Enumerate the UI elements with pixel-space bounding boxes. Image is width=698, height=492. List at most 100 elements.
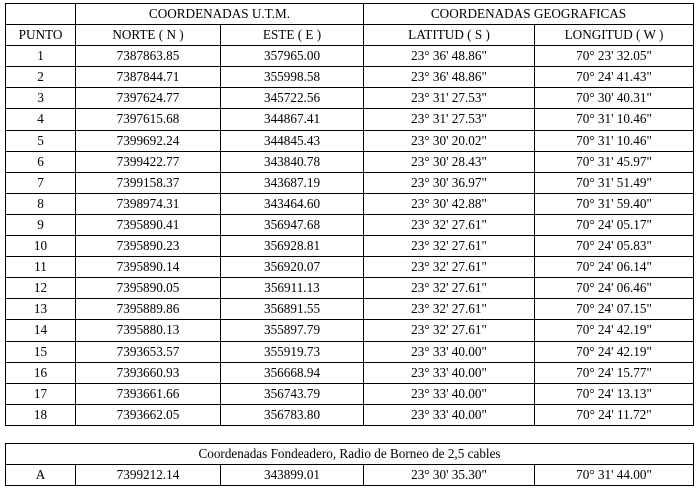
cell-punto: 11 [5,256,76,279]
cell-longitud: 70° 24' 05.83" [534,235,695,258]
cell-este: 356891.55 [219,298,365,321]
cell-latitud: 23° 32' 27.61" [363,256,536,279]
cell-norte: 7387863.85 [75,45,221,68]
cell-norte: 7397615.68 [75,108,221,131]
table-group-header-row: COORDENADAS U.T.M. COORDENADAS GEOGRAFIC… [5,2,695,26]
cell-longitud: 70° 24' 07.15" [534,298,695,321]
cell-norte: 7395880.13 [75,319,221,342]
cell-este: 355897.79 [219,319,365,342]
coordinates-table: COORDENADAS U.T.M. COORDENADAS GEOGRAFIC… [5,2,695,426]
cell-norte: 7395890.05 [75,277,221,300]
cell-este: 355919.73 [219,340,365,363]
cell-latitud: 23° 33' 40.00" [363,361,536,384]
cell-norte: 7393660.93 [75,361,221,384]
cell-punto: 1 [5,45,76,68]
cell-punto: 7 [5,171,76,194]
column-header-punto: PUNTO [5,24,76,47]
cell-latitud: 23° 32' 27.61" [363,235,536,258]
cell-norte: 7399212.14 [75,463,221,487]
fondeadero-note-row: Coordenadas Fondeadero, Radio de Borneo … [4,442,695,465]
table-separator [5,426,693,443]
cell-punto: 12 [5,277,76,300]
cell-punto: 18 [5,403,76,426]
cell-punto: 4 [5,108,76,131]
table-row: 9 7395890.41 356947.68 23° 32' 27.61" 70… [5,213,695,237]
cell-latitud: 23° 36' 48.86" [363,45,536,68]
cell-punto: A [5,463,76,487]
cell-este: 343687.19 [219,171,365,194]
cell-latitud: 23° 32' 27.61" [363,319,536,342]
cell-latitud: 23° 32' 27.61" [363,298,536,321]
cell-longitud: 70° 24' 13.13" [534,382,695,405]
cell-norte: 7395890.23 [75,235,221,258]
cell-este: 344867.41 [219,108,365,131]
cell-longitud: 70° 24' 06.46" [534,277,695,300]
cell-este: 343840.78 [219,150,365,173]
cell-este: 356947.68 [219,213,365,237]
cell-norte: 7395890.14 [75,256,221,279]
cell-este: 343464.60 [219,192,365,215]
group-header-geografica: COORDENADAS GEOGRAFICAS [363,2,695,26]
cell-punto: 13 [5,298,76,321]
cell-norte: 7395889.86 [75,298,221,321]
cell-longitud: 70° 31' 51.49" [534,171,695,194]
cell-longitud: 70° 24' 41.43" [534,66,695,89]
cell-longitud: 70° 24' 42.19" [534,340,695,363]
cell-norte: 7398974.31 [75,192,221,215]
cell-longitud: 70° 31' 10.46" [534,108,695,131]
column-header-norte: NORTE ( N ) [75,24,221,47]
cell-norte: 7395890.41 [75,213,221,237]
table-row: 1 7387863.85 357965.00 23° 36' 48.86" 70… [5,45,695,68]
table-row: 7 7399158.37 343687.19 23° 30' 36.97" 70… [5,171,695,194]
cell-longitud: 70° 24' 06.14" [534,256,695,279]
cell-longitud: 70° 31' 44.00" [533,463,695,487]
cell-punto: 9 [5,213,76,237]
table-row: 14 7395880.13 355897.79 23° 32' 27.61" 7… [5,319,695,342]
cell-latitud: 23° 31' 27.53" [363,108,536,131]
cell-este: 356920.07 [219,256,365,279]
cell-norte: 7393662.05 [75,403,221,426]
cell-longitud: 70° 31' 45.97" [534,150,695,173]
cell-punto: 2 [5,66,76,89]
cell-longitud: 70° 30' 40.31" [534,87,695,110]
cell-latitud: 23° 32' 27.61" [363,277,536,300]
column-header-longitud: LONGITUD ( W ) [534,24,695,47]
cell-norte: 7399692.24 [75,129,221,152]
cell-norte: 7393661.66 [75,382,221,405]
cell-norte: 7397624.77 [75,87,221,110]
cell-punto: 15 [5,340,76,363]
table-row: 2 7387844.71 355998.58 23° 36' 48.86" 70… [5,66,695,89]
table-row: 4 7397615.68 344867.41 23° 31' 27.53" 70… [5,108,695,131]
cell-este: 345722.56 [219,87,365,110]
cell-longitud: 70° 24' 05.17" [534,213,695,237]
table-row: 13 7395889.86 356891.55 23° 32' 27.61" 7… [5,298,695,321]
cell-latitud: 23° 36' 48.86" [363,66,536,89]
cell-este: 344845.43 [219,129,365,152]
table-row: 15 7393653.57 355919.73 23° 33' 40.00" 7… [5,340,695,363]
cell-latitud: 23° 31' 27.53" [363,87,536,110]
cell-latitud: 23° 32' 27.61" [363,213,536,237]
table-row: 10 7395890.23 356928.81 23° 32' 27.61" 7… [5,235,695,258]
cell-norte: 7387844.71 [75,66,221,89]
cell-latitud: 23° 30' 28.43" [363,150,536,173]
cell-latitud: 23° 30' 20.02" [363,129,536,152]
cell-este: 343899.01 [220,463,364,487]
cell-norte: 7399422.77 [75,150,221,173]
cell-punto: 16 [5,361,76,384]
table-row: 11 7395890.14 356920.07 23° 32' 27.61" 7… [5,256,695,279]
cell-longitud: 70° 24' 11.72" [534,403,695,426]
fondeadero-table: Coordenadas Fondeadero, Radio de Borneo … [4,442,695,487]
cell-latitud: 23° 33' 40.00" [363,403,536,426]
cell-longitud: 70° 31' 59.40" [534,192,695,215]
table-row: 6 7399422.77 343840.78 23° 30' 28.43" 70… [5,150,695,173]
cell-longitud: 70° 23' 32.05" [534,45,695,68]
table-column-header-row: PUNTO NORTE ( N ) ESTE ( E ) LATITUD ( S… [5,24,695,47]
cell-punto: 10 [5,235,76,258]
cell-longitud: 70° 31' 10.46" [534,129,695,152]
cell-punto: 5 [5,129,76,152]
table-row: 8 7398974.31 343464.60 23° 30' 42.88" 70… [5,192,695,215]
cell-este: 355998.58 [219,66,365,89]
cell-este: 356743.79 [219,382,365,405]
column-header-este: ESTE ( E ) [219,24,365,47]
